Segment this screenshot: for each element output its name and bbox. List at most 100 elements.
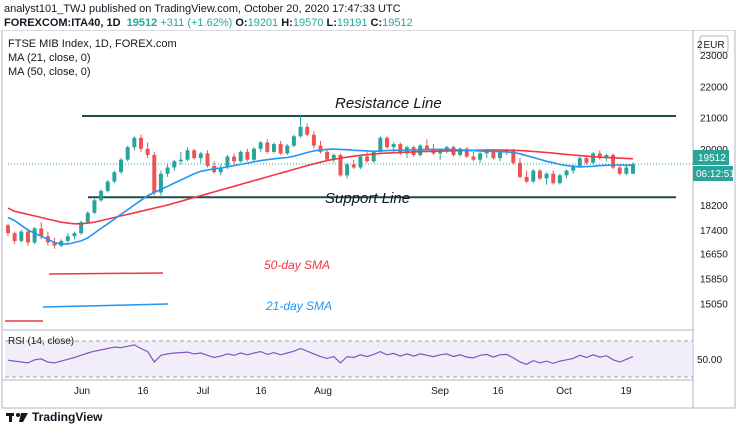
- level-lines: [82, 114, 676, 199]
- sma21-label: 21-day SMA: [265, 299, 332, 313]
- candle-body: [52, 242, 57, 246]
- candle-body: [311, 134, 316, 146]
- ma21-line: [7, 148, 633, 245]
- price-chart[interactable]: FTSE MIB Index, 1D, FOREX.com MA (21, cl…: [0, 30, 740, 410]
- candle-body: [265, 142, 270, 152]
- time-tick-label: Jul: [197, 386, 210, 397]
- candle-body: [325, 151, 330, 160]
- price-tick-label: 21000: [700, 114, 728, 125]
- time-tick-label: Aug: [314, 386, 332, 397]
- price-tick-label: 22000: [700, 82, 728, 93]
- candle-body: [271, 144, 276, 152]
- sma50-label: 50-day SMA: [264, 258, 330, 272]
- candle-body: [291, 136, 296, 146]
- candle-body: [391, 144, 396, 148]
- candle-body: [165, 167, 170, 174]
- price-tick-label: 23000: [700, 51, 728, 62]
- high-value: 19570: [292, 17, 324, 29]
- candle-body: [577, 158, 582, 166]
- candle-body: [478, 153, 483, 160]
- candle-body: [25, 231, 30, 243]
- candle-body: [139, 137, 143, 149]
- candle-body: [285, 145, 290, 154]
- candle-body: [345, 164, 350, 176]
- candle-body: [99, 190, 104, 201]
- candle-body: [571, 165, 576, 171]
- moving-averages: [7, 148, 693, 245]
- candle-body: [358, 156, 363, 168]
- candle-body: [12, 233, 17, 241]
- candle-body: [611, 155, 616, 168]
- candle-body: [225, 156, 230, 168]
- last-price-tag: [693, 150, 729, 165]
- candle-body: [278, 144, 283, 154]
- candle-body: [32, 228, 37, 243]
- axis-top-tick: 2: [697, 40, 703, 51]
- candle-body: [6, 225, 10, 234]
- countdown-tag: [693, 166, 733, 181]
- candle-body: [491, 150, 496, 159]
- low-value: 19191: [336, 17, 368, 29]
- ma50-line: [7, 149, 634, 225]
- candle-body: [378, 137, 383, 152]
- candle-body: [205, 153, 210, 166]
- candle-body: [524, 176, 529, 182]
- candle-body: [298, 126, 303, 137]
- candle-body: [331, 155, 336, 160]
- candle-body: [604, 155, 609, 159]
- candle-body: [218, 167, 223, 173]
- symbol-label: FOREXCOM:ITA40, 1D: [4, 17, 121, 29]
- open-value: 19201: [247, 17, 279, 29]
- candle-body: [252, 148, 256, 160]
- candle-body: [458, 148, 463, 155]
- candle-body: [178, 159, 183, 162]
- tradingview-logo-icon: [6, 413, 28, 422]
- time-tick-label: Oct: [556, 386, 572, 397]
- currency-button[interactable]: [699, 35, 729, 53]
- candle-body: [597, 153, 602, 159]
- candle-body: [424, 145, 429, 149]
- legend-ma21: MA (21, close, 0): [8, 52, 91, 64]
- footer: TradingView: [6, 410, 102, 424]
- candle-body: [464, 148, 469, 157]
- chart-header: analyst101_TWJ published on TradingView.…: [4, 2, 413, 30]
- candle-body: [305, 126, 310, 135]
- legend-title: FTSE MIB Index, 1D, FOREX.com: [8, 38, 177, 50]
- price-tick-label: 15850: [700, 274, 728, 285]
- last-price-tag-text: 19512: [698, 153, 726, 164]
- price-tick-label: 16650: [700, 249, 728, 260]
- resistance-label: Resistance Line: [335, 95, 442, 112]
- candle-body: [498, 151, 502, 159]
- low-label: L:: [326, 17, 337, 29]
- countdown-tag-text: 06:12:51: [696, 169, 735, 180]
- rsi-tick: 50.00: [697, 355, 722, 366]
- candle-body: [564, 170, 569, 176]
- candle-body: [238, 151, 243, 162]
- close-value: 19512: [382, 17, 413, 29]
- candle-body: [591, 153, 596, 163]
- candle-body: [531, 170, 536, 182]
- candle-body: [72, 233, 77, 237]
- price-tick-label: 15050: [700, 299, 728, 310]
- price-change: +311 (+1.62%): [160, 17, 233, 29]
- rsi-line: [7, 344, 634, 365]
- last-price: 19512: [126, 17, 158, 29]
- rsi-band: [5, 341, 693, 377]
- candle-body: [385, 137, 389, 148]
- candle-body: [65, 236, 70, 241]
- candle-body: [79, 222, 84, 234]
- candle-body: [125, 147, 130, 160]
- footer-brand: TradingView: [32, 410, 103, 424]
- candle-body: [232, 156, 237, 162]
- rsi-label: RSI (14, close): [8, 336, 74, 347]
- support-label: Support Line: [325, 190, 410, 207]
- candle-body: [504, 150, 509, 152]
- candle-body: [371, 151, 376, 162]
- candle-body: [411, 147, 416, 155]
- currency-label: EUR: [703, 40, 724, 51]
- candle-body: [112, 172, 117, 182]
- candle-body: [258, 142, 263, 149]
- time-tick-label: 16: [255, 386, 267, 397]
- candles: [6, 114, 635, 249]
- candle-body: [172, 161, 177, 168]
